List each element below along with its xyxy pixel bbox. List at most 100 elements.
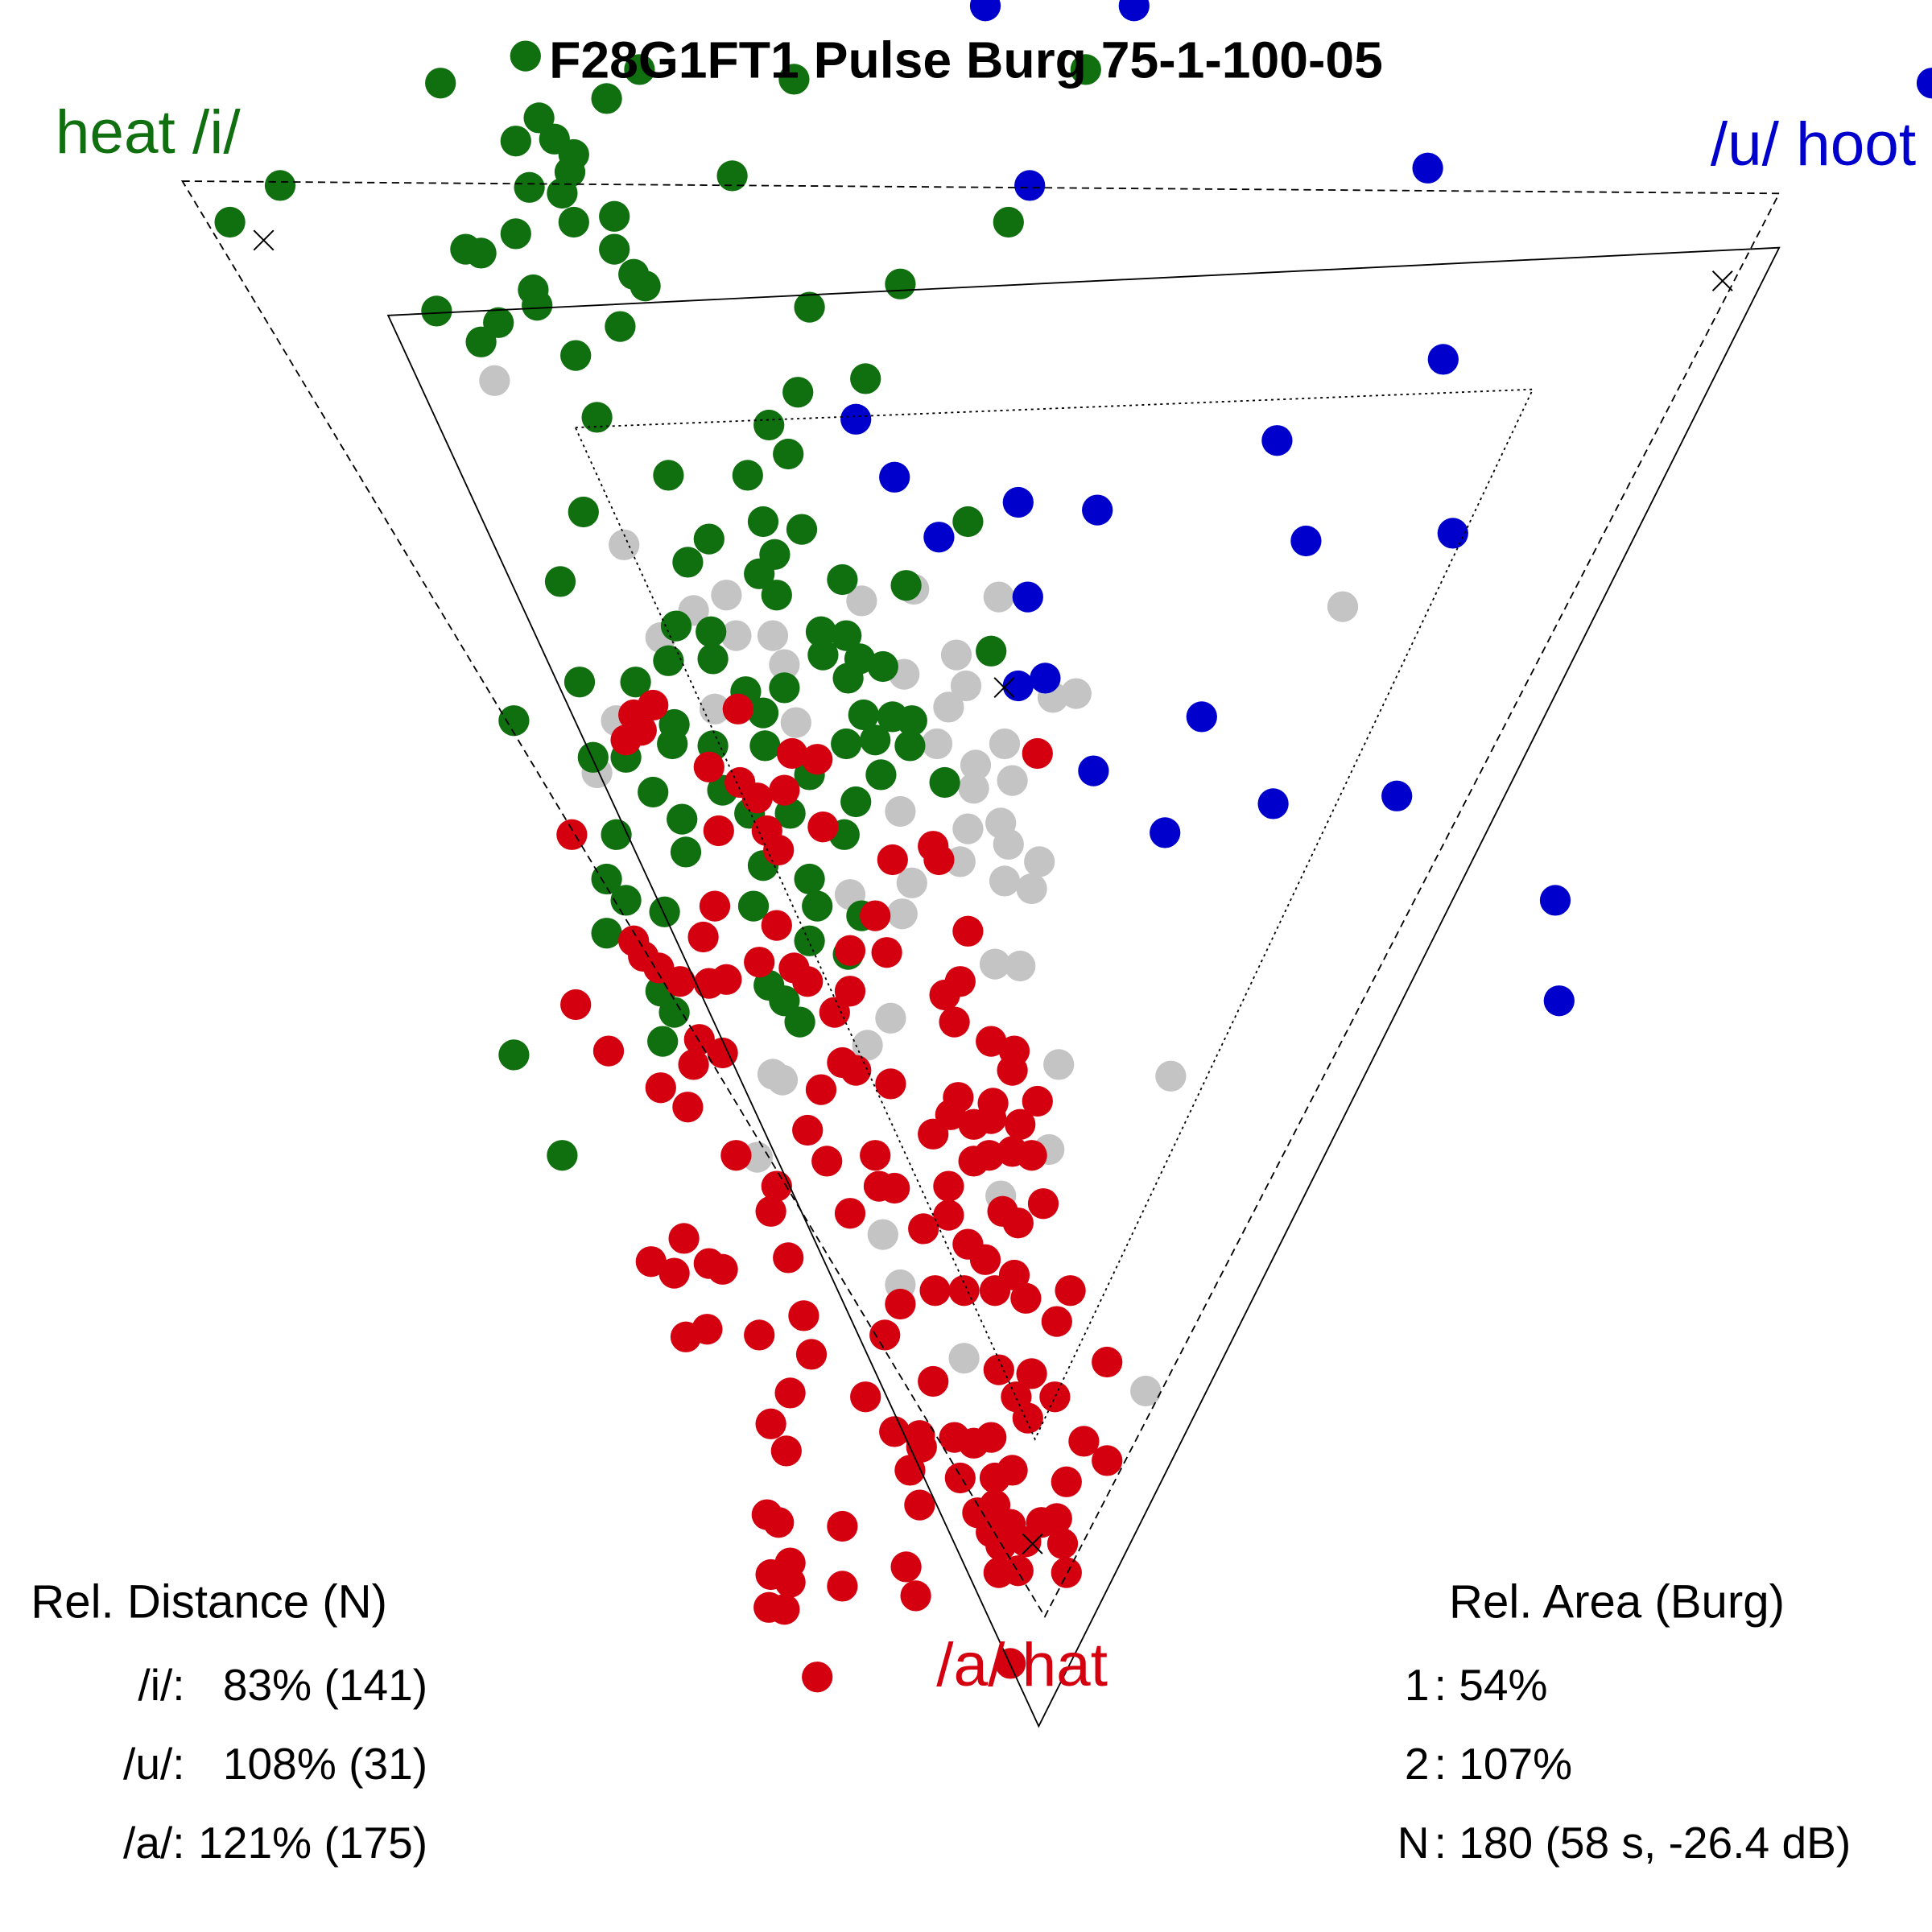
data-point: [672, 1092, 704, 1123]
data-point: [973, 1140, 1005, 1171]
centroid-markers: [253, 229, 1733, 1554]
data-point: [609, 529, 640, 560]
data-point: [976, 1103, 1007, 1134]
data-point: [744, 947, 775, 978]
data-point: [950, 670, 982, 702]
rel-area-1-label: 1: [1405, 1660, 1430, 1710]
x-marker: [1711, 270, 1733, 291]
rel-area-n-label: N: [1397, 1818, 1430, 1868]
data-point: [425, 68, 456, 99]
data-point: [1412, 152, 1443, 184]
data-point: [591, 918, 622, 949]
data-point: [778, 64, 810, 95]
label-u-hoot: /u/ hoot: [1711, 110, 1916, 179]
data-point: [683, 1024, 715, 1055]
data-point: [547, 177, 578, 209]
data-point: [599, 200, 630, 232]
data-point: [952, 813, 984, 844]
dotted-triangle: [574, 388, 1534, 1441]
data-point: [879, 461, 910, 493]
data-point: [1257, 788, 1289, 819]
rel-area-2-label: 2: [1405, 1739, 1430, 1789]
data-point: [952, 506, 984, 538]
data-point: [707, 1037, 738, 1069]
data-point: [885, 268, 916, 299]
data-point: [997, 765, 1028, 796]
data-point: [929, 766, 960, 799]
data-point: [890, 1551, 922, 1583]
data-point: [638, 776, 669, 808]
data-point: [769, 1594, 800, 1625]
data-point: [788, 1300, 819, 1331]
data-point: [624, 54, 655, 85]
data-point: [896, 867, 927, 898]
data-point: [591, 863, 622, 895]
data-point: [1002, 1555, 1034, 1587]
data-point: [732, 460, 763, 491]
data-point: [720, 1140, 752, 1171]
data-point: [544, 566, 576, 597]
data-point: [918, 1118, 949, 1150]
data-point: [1005, 950, 1036, 982]
data-point: [832, 663, 864, 694]
data-point: [993, 828, 1024, 860]
data-point: [921, 728, 953, 760]
data-point: [560, 340, 592, 371]
data-point: [1012, 1402, 1043, 1434]
scatter-points: [214, 0, 1932, 1693]
data-point: [1041, 1306, 1072, 1337]
data-point: [747, 506, 779, 538]
data-point: [522, 290, 553, 321]
data-point: [1118, 0, 1150, 22]
data-point: [850, 363, 881, 394]
data-point: [1041, 1503, 1072, 1534]
data-point: [1130, 1375, 1162, 1407]
data-point: [885, 795, 916, 828]
data-point: [264, 170, 296, 201]
data-point: [672, 547, 704, 578]
data-point: [1078, 755, 1109, 786]
data-point: [904, 1489, 935, 1521]
data-point: [755, 1195, 786, 1227]
data-point: [766, 1064, 799, 1096]
data-point: [840, 403, 872, 435]
data-point: [782, 377, 814, 408]
data-point: [568, 496, 599, 528]
data-point: [691, 1314, 723, 1345]
data-point: [976, 635, 1007, 667]
data-point: [827, 1510, 858, 1542]
data-point: [834, 1198, 866, 1229]
data-point: [670, 836, 702, 868]
data-point: [645, 1072, 676, 1104]
data-point: [1150, 817, 1181, 848]
data-point: [1092, 1445, 1123, 1476]
data-point: [1055, 1275, 1086, 1307]
data-point: [668, 1223, 700, 1254]
data-point: [792, 966, 824, 997]
data-point: [933, 1170, 964, 1202]
data-point: [510, 40, 541, 72]
data-point: [1010, 1526, 1042, 1558]
data-point: [774, 1377, 806, 1409]
data-point: [774, 798, 806, 829]
data-point: [625, 715, 657, 746]
data-point: [1070, 54, 1101, 85]
data-point: [989, 728, 1021, 760]
data-point: [1043, 1049, 1075, 1080]
data-point: [1916, 68, 1932, 99]
data-point: [774, 1567, 806, 1598]
data-point: [802, 1662, 833, 1693]
data-point: [1016, 1358, 1047, 1389]
data-point: [744, 1319, 775, 1351]
data-point: [687, 921, 719, 953]
data-point: [1186, 701, 1217, 733]
data-point: [653, 645, 684, 676]
data-point: [605, 311, 636, 342]
data-point: [737, 890, 770, 922]
data-point: [747, 697, 779, 729]
data-point: [918, 1365, 949, 1397]
data-point: [1012, 581, 1043, 613]
data-point: [1014, 170, 1046, 201]
data-point: [908, 1213, 939, 1245]
data-point: [773, 438, 804, 470]
